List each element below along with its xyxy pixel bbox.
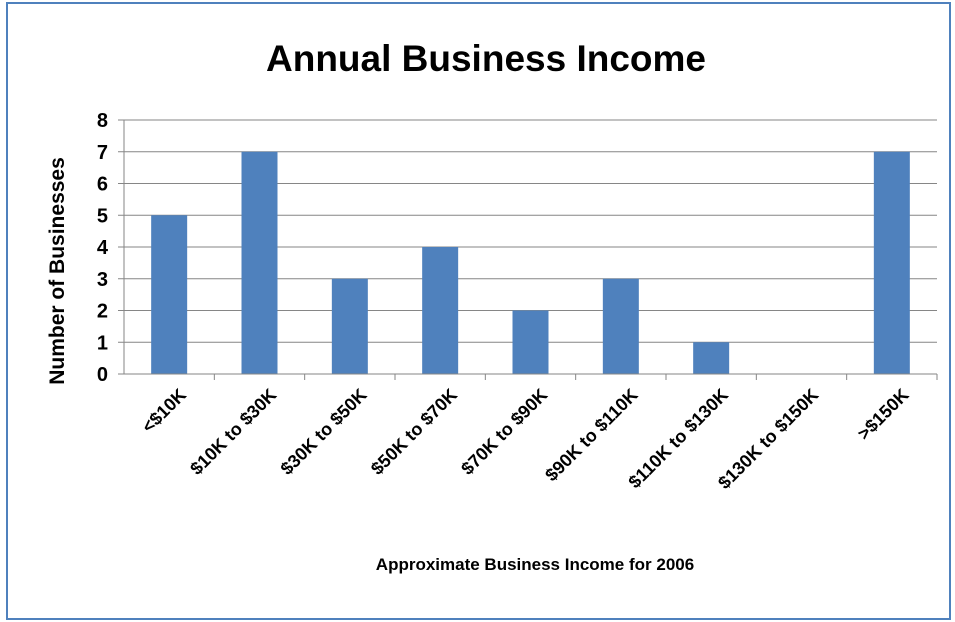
y-tick-label: 8 — [97, 110, 108, 132]
y-tick-label: 0 — [97, 364, 108, 386]
bar — [602, 278, 639, 374]
x-tick-label: $30K to $50K — [277, 385, 371, 479]
y-tick-label: 1 — [97, 332, 108, 354]
x-tick-label: <$10K — [138, 385, 190, 437]
y-axis-title: Number of Businesses — [46, 157, 69, 385]
axes — [123, 120, 938, 380]
bar — [422, 247, 459, 374]
x-tick-labels: <$10K$10K to $30K$30K to $50K$50K to $70… — [138, 385, 913, 493]
y-tick-label: 6 — [97, 174, 108, 196]
x-tick-label: $130K to $150K — [714, 385, 822, 493]
y-tick-labels: 0 1 2 3 4 5 6 7 8 — [97, 110, 109, 386]
bar — [241, 151, 278, 374]
x-tick-label: $50K to $70K — [367, 385, 461, 479]
bar — [693, 342, 730, 374]
x-tick-label: $90K to $110K — [541, 385, 641, 485]
bar — [331, 278, 368, 374]
y-tick-label: 3 — [97, 269, 108, 291]
y-tick-label: 2 — [97, 301, 108, 323]
bar — [873, 151, 910, 374]
x-axis-title: Approximate Business Income for 2006 — [376, 555, 694, 574]
bar — [151, 215, 188, 374]
bar — [512, 310, 549, 374]
y-tick-label: 5 — [97, 205, 108, 227]
bars — [151, 151, 910, 374]
x-tick-label: $10K to $30K — [186, 385, 280, 479]
chart-title: Annual Business Income — [266, 38, 706, 79]
x-tick-label: $70K to $90K — [457, 385, 551, 479]
x-tick-label: >$150K — [854, 385, 913, 444]
y-tick-label: 4 — [97, 237, 109, 259]
y-tick-label: 7 — [97, 142, 108, 164]
